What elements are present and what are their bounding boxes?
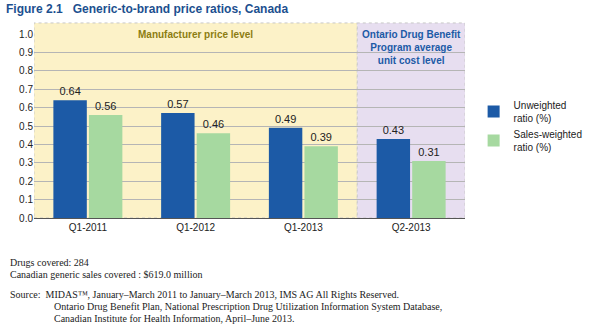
svg-text:Q2-2013: Q2-2013: [392, 222, 431, 233]
svg-text:0.49: 0.49: [275, 113, 296, 125]
svg-text:Unweightedratio (%): Unweightedratio (%): [514, 100, 567, 124]
svg-text:0.1: 0.1: [19, 194, 33, 205]
svg-text:0.64: 0.64: [59, 85, 80, 97]
svg-text:Q1-2012: Q1-2012: [176, 222, 215, 233]
svg-text:0.4: 0.4: [19, 139, 33, 150]
svg-text:0.8: 0.8: [19, 65, 33, 76]
svg-text:0.43: 0.43: [383, 124, 404, 136]
svg-text:0.57: 0.57: [167, 98, 188, 110]
svg-text:0.5: 0.5: [19, 121, 33, 132]
svg-text:Sales-weightedratio (%): Sales-weightedratio (%): [514, 129, 582, 153]
svg-text:0.9: 0.9: [19, 47, 33, 58]
svg-text:Canadian Institute for Health: Canadian Institute for Health Informatio…: [54, 313, 295, 324]
svg-text:0.56: 0.56: [95, 100, 116, 112]
svg-text:0.3: 0.3: [19, 157, 33, 168]
svg-text:0.46: 0.46: [203, 118, 224, 130]
svg-text:0.0: 0.0: [19, 213, 33, 224]
svg-text:0.2: 0.2: [19, 176, 33, 187]
svg-text:Drugs covered: 284: Drugs covered: 284: [10, 257, 89, 268]
svg-text:Q1-2013: Q1-2013: [284, 222, 323, 233]
svg-text:Canadian generic sales covered: Canadian generic sales covered : $619.0 …: [10, 269, 202, 280]
svg-text:0.39: 0.39: [310, 131, 331, 143]
svg-text:Manufacturer price level: Manufacturer price level: [138, 29, 253, 40]
svg-text:Figure 2.1 Generic-to-brand: Figure 2.1 Generic-to-brand price ratios…: [6, 2, 288, 16]
svg-text:Q1-2011: Q1-2011: [69, 222, 108, 233]
svg-text:Ontario Drug BenefitProgram av: Ontario Drug BenefitProgram averageunit …: [362, 29, 461, 66]
svg-text:Source: MIDAS™, January–March: Source: MIDAS™, January–March 2011 to Ja…: [10, 289, 399, 300]
svg-text:Ontario Drug Benefit Plan, Nat: Ontario Drug Benefit Plan, National Pres…: [54, 301, 442, 312]
svg-text:0.7: 0.7: [19, 84, 33, 95]
svg-text:0.31: 0.31: [418, 146, 439, 158]
svg-text:0.6: 0.6: [19, 102, 33, 113]
svg-text:1.0: 1.0: [19, 29, 33, 40]
